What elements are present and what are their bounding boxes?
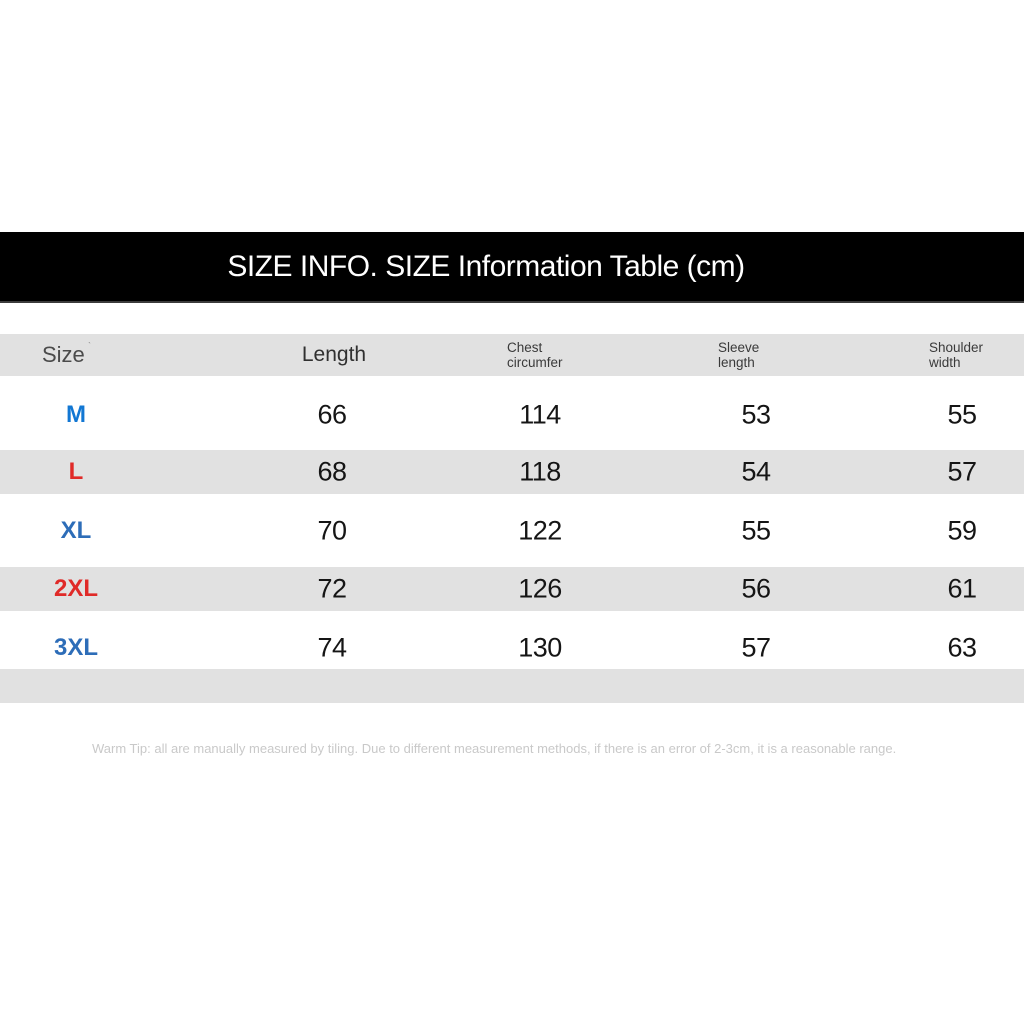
sleeve-cell: 57 <box>741 632 771 663</box>
table-row-xl: XL 70 122 55 59 <box>0 509 1024 553</box>
size-cell: 3XL <box>53 634 99 661</box>
sleeve-cell: 55 <box>741 515 771 546</box>
bottom-filler-stripe <box>0 669 1024 703</box>
shoulder-header-line2: width <box>929 355 961 370</box>
chest-cell: 118 <box>519 456 561 487</box>
table-header-row: Size ˋ Length Chest circumfer Sleeve leng… <box>0 334 1024 376</box>
size-header-tick-mark: ˋ <box>87 340 92 353</box>
column-header-chest: Chest circumfer <box>507 340 563 370</box>
size-cell: XL <box>60 517 92 544</box>
chest-header-line1: Chest <box>507 340 543 355</box>
table-row-l: L 68 118 54 57 <box>0 450 1024 494</box>
length-cell: 68 <box>317 456 347 487</box>
sleeve-header-line2: length <box>718 355 755 370</box>
sleeve-cell: 54 <box>741 456 771 487</box>
length-cell: 66 <box>317 399 347 430</box>
table-row-m: M 66 114 53 55 <box>0 393 1024 437</box>
column-header-shoulder: Shoulder width <box>929 340 983 370</box>
chest-cell: 114 <box>519 399 561 430</box>
size-header-label: Size <box>42 342 85 367</box>
chest-cell: 126 <box>518 573 562 604</box>
size-cell: M <box>66 401 86 428</box>
column-header-sleeve: Sleeve length <box>718 340 759 370</box>
sleeve-cell: 56 <box>741 573 771 604</box>
table-row-2xl: 2XL 72 126 56 61 <box>0 567 1024 611</box>
title-banner: SIZE INFO. SIZE Information Table (cm) <box>0 232 1024 303</box>
shoulder-header-line1: Shoulder <box>929 340 984 355</box>
page-title: SIZE INFO. SIZE Information Table (cm) <box>227 249 745 283</box>
column-header-length: Length <box>301 343 367 366</box>
sleeve-header-line1: Sleeve <box>718 340 760 355</box>
shoulder-cell: 55 <box>947 399 977 430</box>
column-header-size: Size ˋ <box>42 341 91 368</box>
size-cell: L <box>68 458 84 485</box>
length-cell: 72 <box>317 573 347 604</box>
chest-header-line2: circumfer <box>507 355 563 370</box>
chest-cell: 130 <box>518 632 562 663</box>
shoulder-cell: 57 <box>947 456 977 487</box>
shoulder-cell: 59 <box>947 515 977 546</box>
sleeve-cell: 53 <box>741 399 771 430</box>
warm-tip-note: Warm Tip: all are manually measured by t… <box>92 741 897 756</box>
length-cell: 74 <box>317 632 347 663</box>
table-row-3xl: 3XL 74 130 57 63 <box>0 626 1024 670</box>
size-cell: 2XL <box>53 575 99 602</box>
shoulder-cell: 63 <box>947 632 977 663</box>
length-cell: 70 <box>317 515 347 546</box>
chest-cell: 122 <box>518 515 562 546</box>
shoulder-cell: 61 <box>947 573 977 604</box>
